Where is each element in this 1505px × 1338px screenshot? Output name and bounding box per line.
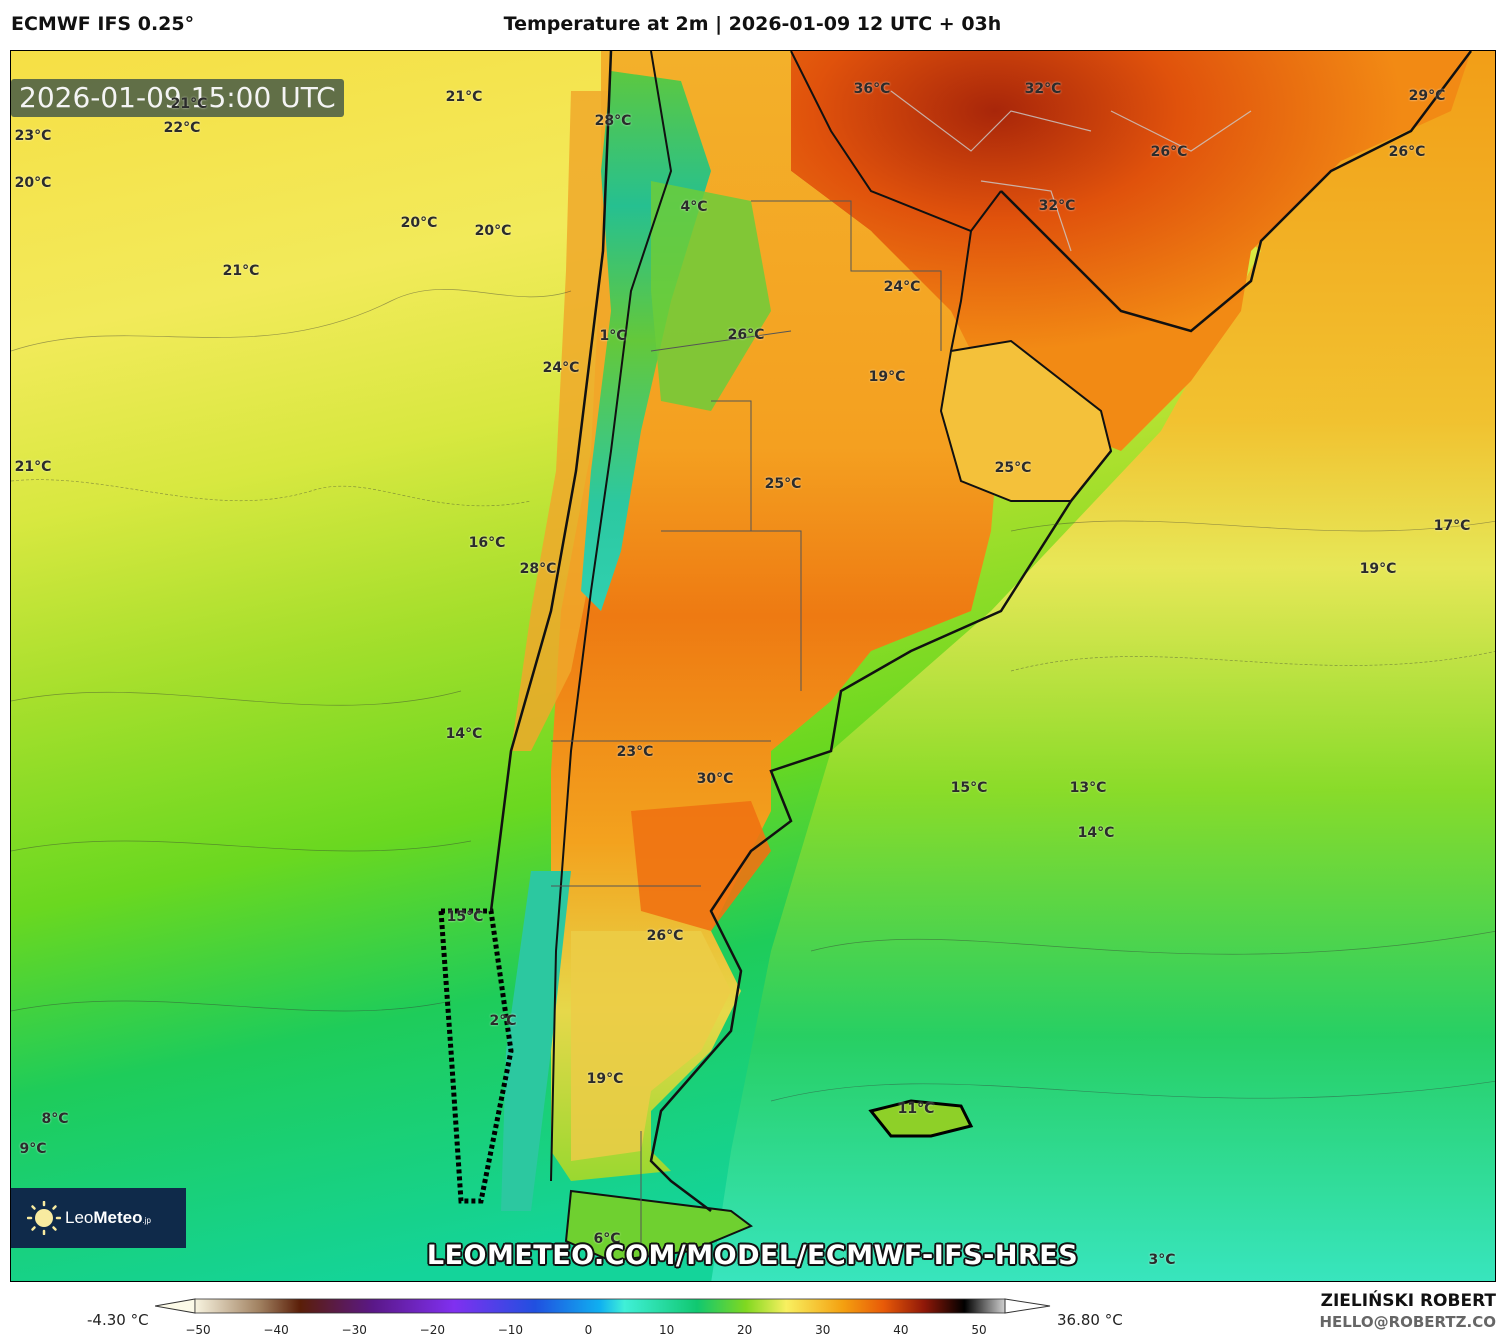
temperature-label: 20°C: [14, 175, 52, 191]
temperature-label: 14°C: [445, 726, 483, 742]
temperature-label: 28°C: [519, 561, 557, 577]
temperature-label: 29°C: [1408, 88, 1446, 104]
leometeo-logo[interactable]: LeoMeteo.jp: [11, 1188, 186, 1248]
temperature-label: 26°C: [1388, 144, 1426, 160]
temperature-label: 1°C: [599, 328, 627, 344]
temperature-label: 22°C: [163, 120, 201, 136]
temperature-label: 21°C: [445, 89, 483, 105]
colorbar-tick-label: −10: [497, 1323, 524, 1337]
colorbar-tick-label: −50: [185, 1323, 211, 1337]
colorbar-tick-label: 30: [815, 1323, 831, 1337]
temperature-label: 2°C: [489, 1013, 517, 1029]
colorbar-tick-label: 20: [737, 1323, 753, 1337]
temperature-label: 4°C: [680, 199, 708, 215]
temperature-label: 20°C: [400, 215, 438, 231]
author-credit: ZIELIŃSKI ROBERT: [1320, 1291, 1496, 1311]
temperature-label: 26°C: [727, 327, 765, 343]
temperature-field: [11, 51, 1495, 1281]
colorbar-tick-label: 0: [584, 1323, 593, 1337]
logo-text: LeoMeteo.jp: [65, 1208, 151, 1227]
colorbar-tick-label: 40: [893, 1323, 909, 1337]
temperature-map[interactable]: 2026-01-09 15:00 UTC 21°C 21°C 22°C 23°C 20°…: [10, 50, 1496, 1282]
model-name: ECMWF IFS 0.25°: [11, 13, 195, 35]
temperature-label: 19°C: [586, 1071, 624, 1087]
temperature-label: 14°C: [1077, 825, 1115, 841]
temperature-label: 21°C: [170, 96, 208, 112]
colorbar: [154, 1298, 1055, 1338]
temperature-label: 19°C: [1359, 561, 1397, 577]
colorbar-max-label: 36.80 °C: [1057, 1311, 1123, 1329]
sun-icon: [26, 1200, 62, 1236]
temperature-label: 15°C: [446, 909, 484, 925]
valid-time-badge: 2026-01-09 15:00 UTC: [11, 79, 344, 117]
temperature-label: 32°C: [1038, 198, 1076, 214]
temperature-label: 3°C: [1148, 1252, 1176, 1268]
temperature-label: 25°C: [764, 476, 802, 492]
colorbar-tick-label: 10: [658, 1323, 675, 1337]
temperature-label: 24°C: [542, 360, 580, 376]
temperature-label: 13°C: [1069, 780, 1107, 796]
temperature-label: 9°C: [19, 1141, 47, 1157]
colorbar-tick-label: −30: [341, 1323, 367, 1337]
model-url: LEOMETEO.COM/MODEL/ECMWF-IFS-HRES: [426, 1240, 1079, 1271]
temperature-label: 11°C: [897, 1101, 935, 1117]
temperature-label: 26°C: [1150, 144, 1188, 160]
temperature-label: 21°C: [222, 263, 260, 279]
colorbar-tick-label: −20: [419, 1323, 445, 1337]
temperature-label: 15°C: [950, 780, 988, 796]
colorbar-tick-label: −40: [263, 1323, 289, 1337]
colorbar-tick-label: 50: [971, 1323, 987, 1337]
temperature-label: 16°C: [468, 535, 506, 551]
temperature-label: 23°C: [616, 744, 654, 760]
temperature-label: 30°C: [696, 771, 734, 787]
temperature-label: 17°C: [1433, 518, 1471, 534]
temperature-label: 36°C: [853, 81, 891, 97]
temperature-label: 20°C: [474, 223, 512, 239]
author-email[interactable]: HELLO@ROBERTZ.CO: [1319, 1313, 1496, 1331]
temperature-label: 28°C: [594, 113, 632, 129]
temperature-label: 26°C: [646, 928, 684, 944]
temperature-label: 21°C: [14, 459, 52, 475]
temperature-label: 19°C: [868, 369, 906, 385]
colorbar-min-label: -4.30 °C: [87, 1311, 149, 1329]
temperature-label: 24°C: [883, 279, 921, 295]
temperature-label: 6°C: [593, 1231, 621, 1247]
temperature-label: 8°C: [41, 1111, 69, 1127]
chart-title: Temperature at 2m | 2026-01-09 12 UTC + …: [503, 13, 1002, 35]
temperature-label: 25°C: [994, 460, 1032, 476]
temperature-label: 23°C: [14, 128, 52, 144]
temperature-label: 32°C: [1024, 81, 1062, 97]
